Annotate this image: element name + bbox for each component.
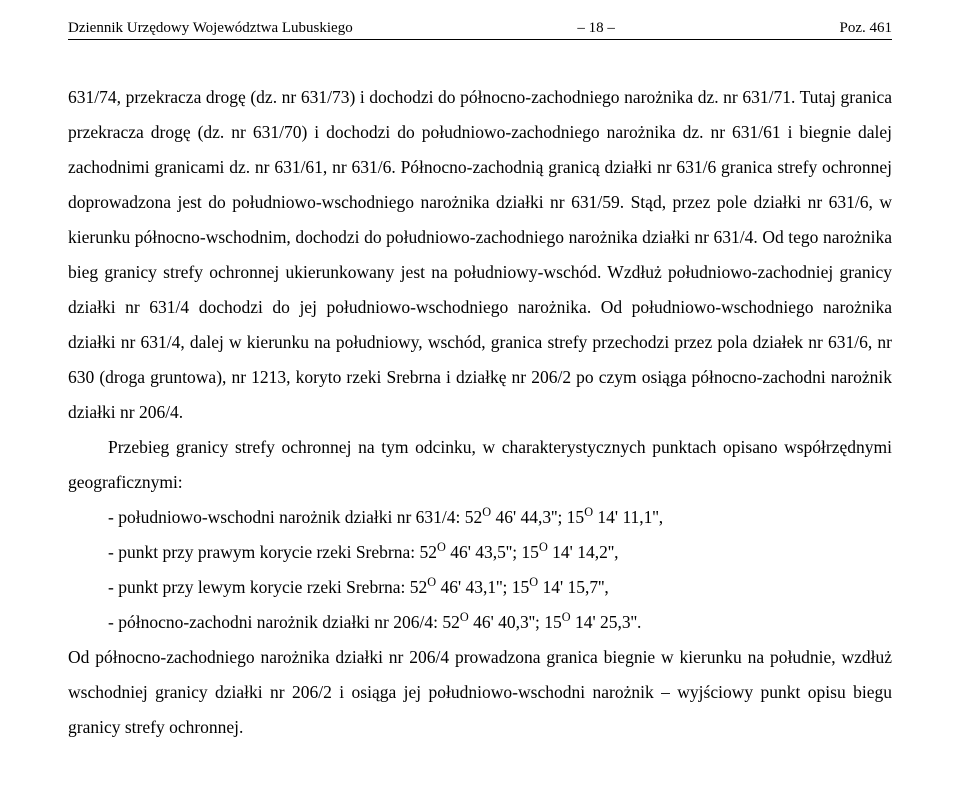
coord-3-pre: - punkt przy lewym korycie rzeki Srebrna… [108, 577, 427, 597]
coord-1-deg1: O [482, 505, 491, 519]
coord-2-deg2: O [539, 540, 548, 554]
coord-3-mid: 46' 43,1''; 15 [436, 577, 529, 597]
document-body: 631/74, przekracza drogę (dz. nr 631/73)… [68, 80, 892, 745]
coord-2-post: 14' 14,2'', [548, 542, 619, 562]
coord-4-post: 14' 25,3''. [571, 612, 642, 632]
coord-line-1: - południowo-wschodni narożnik działki n… [68, 500, 892, 535]
coord-line-4: - północno-zachodni narożnik działki nr … [68, 605, 892, 640]
coord-1-pre: - południowo-wschodni narożnik działki n… [108, 507, 482, 527]
coord-3-post: 14' 15,7'', [538, 577, 609, 597]
coord-4-mid: 46' 40,3''; 15 [469, 612, 562, 632]
header-left: Dziennik Urzędowy Województwa Lubuskiego [68, 20, 353, 37]
coord-3-deg2: O [529, 575, 538, 589]
header-right: Poz. 461 [839, 20, 892, 37]
coord-line-2: - punkt przy prawym korycie rzeki Srebrn… [68, 535, 892, 570]
coord-4-pre: - północno-zachodni narożnik działki nr … [108, 612, 460, 632]
coord-line-3: - punkt przy lewym korycie rzeki Srebrna… [68, 570, 892, 605]
paragraph-1: 631/74, przekracza drogę (dz. nr 631/73)… [68, 80, 892, 430]
coord-2-mid: 46' 43,5''; 15 [446, 542, 539, 562]
page: Dziennik Urzędowy Województwa Lubuskiego… [0, 0, 960, 765]
coord-1-mid: 46' 44,3''; 15 [491, 507, 584, 527]
coord-4-deg2: O [562, 610, 571, 624]
coord-1-post: 14' 11,1'', [593, 507, 663, 527]
coord-1-deg2: O [584, 505, 593, 519]
header-center: – 18 – [577, 20, 615, 37]
coord-2-deg1: O [437, 540, 446, 554]
paragraph-2: Przebieg granicy strefy ochronnej na tym… [68, 430, 892, 500]
coord-4-deg1: O [460, 610, 469, 624]
coord-3-deg1: O [427, 575, 436, 589]
page-header: Dziennik Urzędowy Województwa Lubuskiego… [68, 20, 892, 40]
coord-2-pre: - punkt przy prawym korycie rzeki Srebrn… [108, 542, 437, 562]
paragraph-3: Od północno-zachodniego narożnika działk… [68, 640, 892, 745]
